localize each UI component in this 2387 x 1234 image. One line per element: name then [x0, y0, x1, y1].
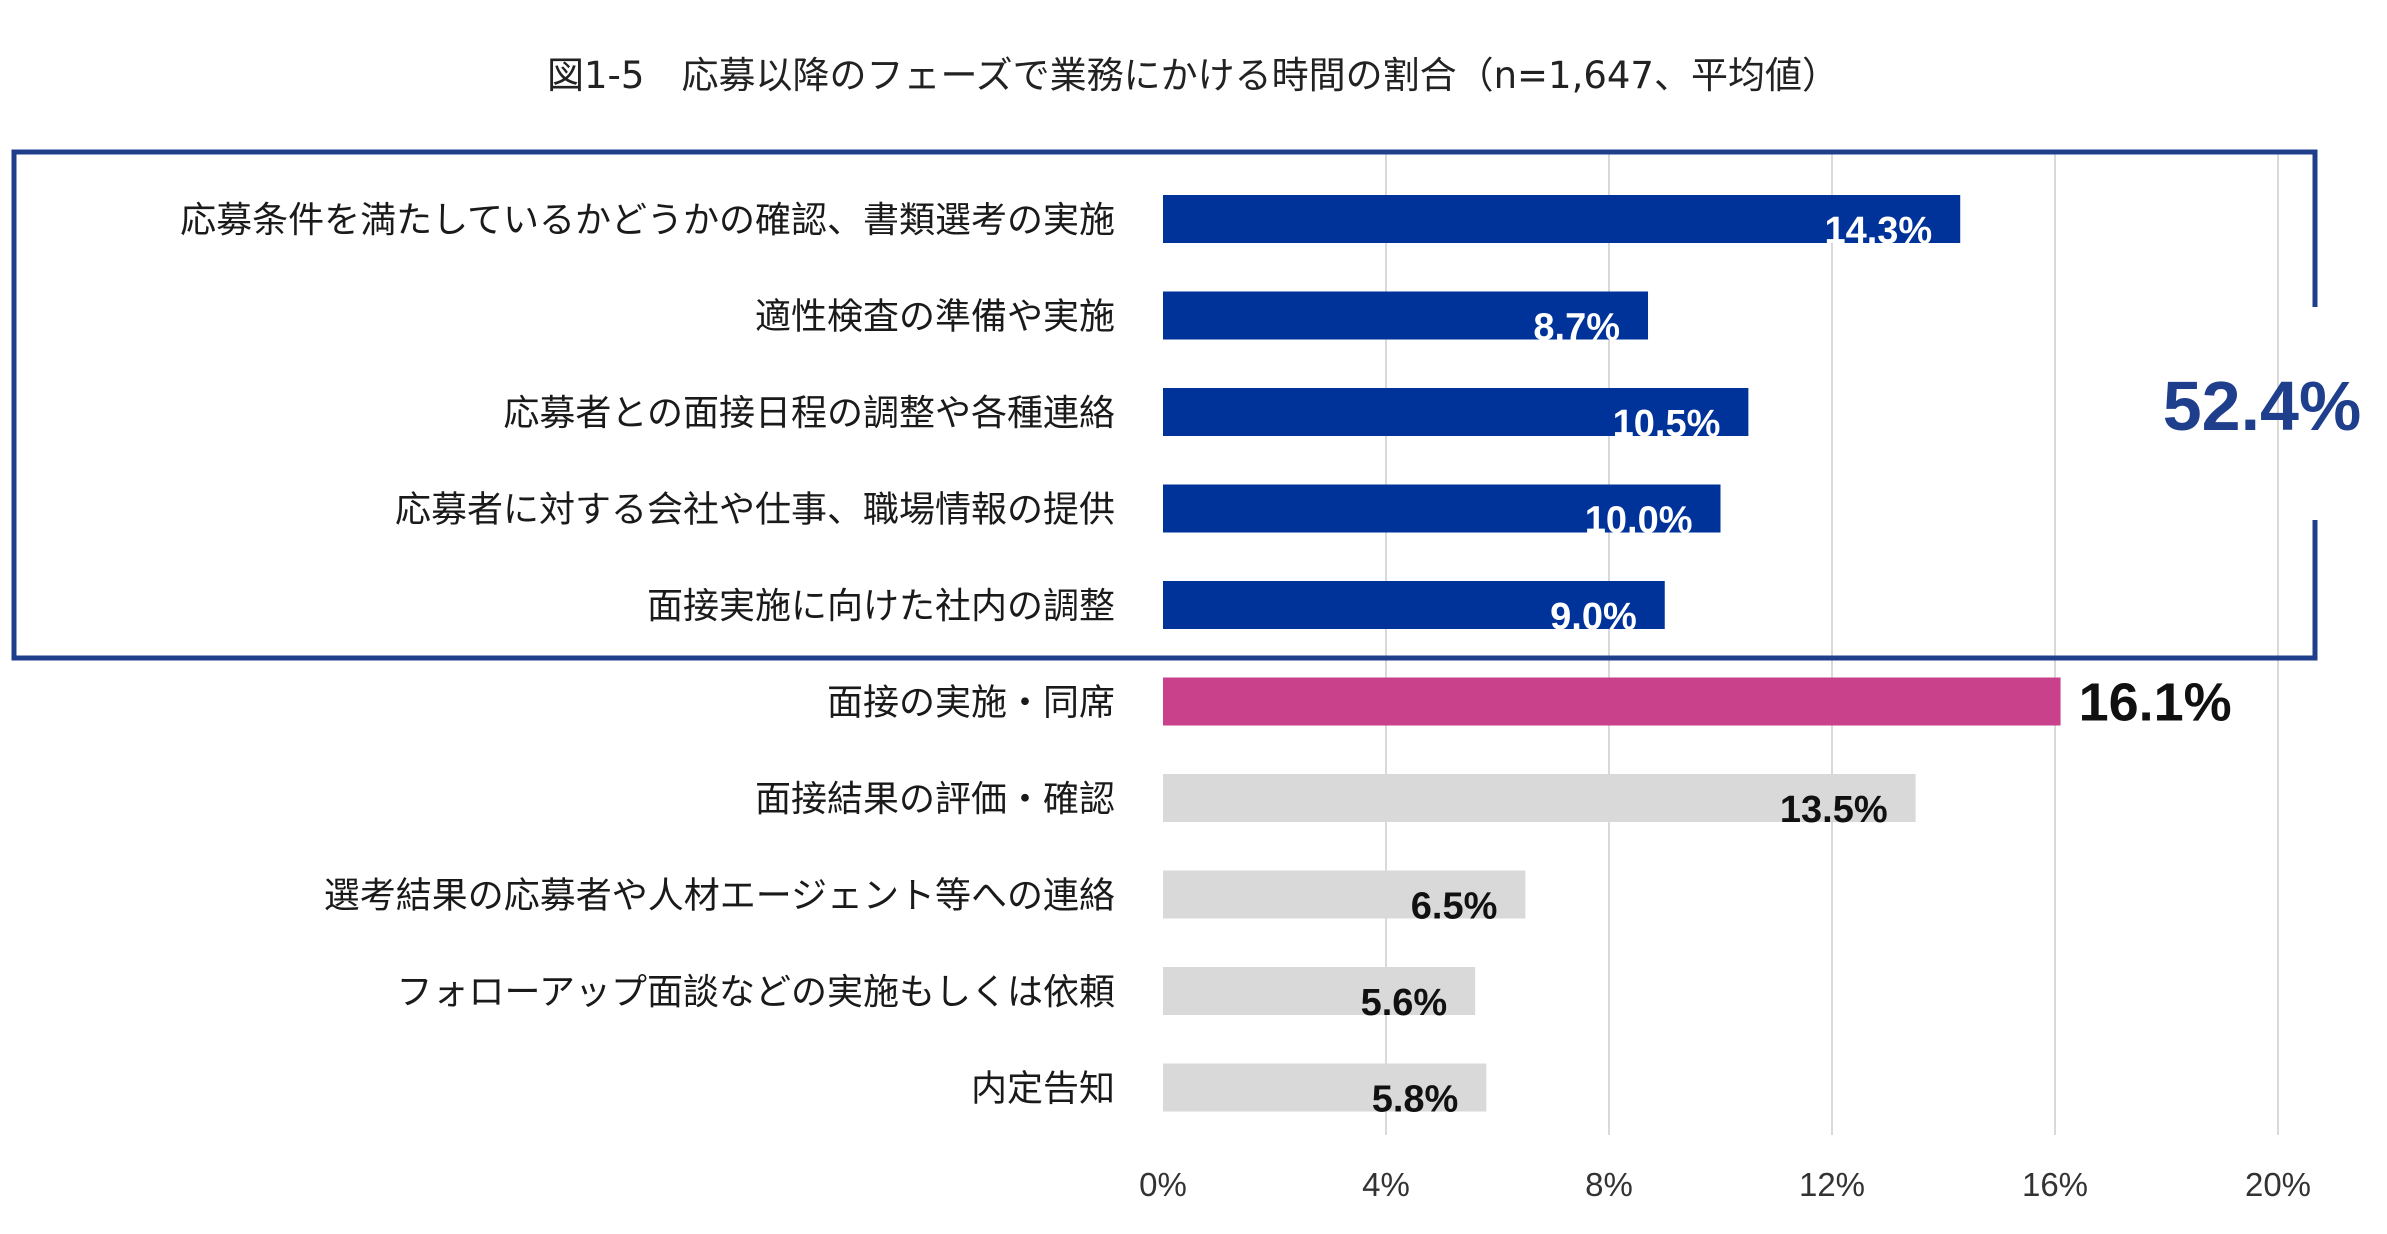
data-label: 10.0% [1585, 500, 1693, 542]
category-label: 内定告知 [971, 1069, 1115, 1110]
category-label: 応募者との面接日程の調整や各種連絡 [503, 393, 1115, 434]
category-label: 応募条件を満たしているかどうかの確認、書類選考の実施 [180, 200, 1115, 241]
category-labels: 応募条件を満たしているかどうかの確認、書類選考の実施適性検査の準備や実施応募者と… [180, 200, 1115, 1110]
bar-7 [1163, 774, 1916, 822]
bar-9 [1163, 967, 1476, 1015]
data-label: 16.1% [2079, 673, 2232, 733]
data-label: 6.5% [1411, 886, 1498, 928]
category-label: 面接の実施・同席 [827, 683, 1115, 724]
bar-2 [1163, 291, 1649, 340]
x-tick-label: 8% [1585, 1166, 1633, 1203]
data-label: 9.0% [1550, 596, 1637, 638]
data-label: 10.5% [1613, 403, 1721, 445]
category-label: 選考結果の応募者や人材エージェント等への連絡 [324, 876, 1115, 917]
bar-1 [1163, 195, 1961, 243]
data-label: 14.3% [1824, 210, 1932, 252]
x-axis-ticks: 0% 4% 8% 12% 16% 20% [1139, 1166, 2311, 1203]
x-tick-label: 20% [2245, 1166, 2311, 1203]
x-tick-label: 4% [1362, 1166, 1410, 1203]
bar-8 [1163, 870, 1526, 919]
group-bracket-outline [11, 149, 2318, 661]
category-label: 応募者に対する会社や仕事、職場情報の提供 [395, 490, 1115, 531]
data-label: 8.7% [1533, 307, 1620, 349]
bar-10 [1163, 1063, 1487, 1112]
data-label: 13.5% [1780, 789, 1888, 831]
x-tick-label: 12% [1799, 1166, 1865, 1203]
data-label: 5.8% [1372, 1079, 1459, 1121]
group-bracket: 52.4% [11, 149, 2361, 661]
chart-title: 図1-5 応募以降のフェーズで業務にかける時間の割合（n=1,647、平均値） [547, 54, 1839, 97]
bars: 14.3% 8.7% 10.5% 10.0% 9.0% 16.1% 13.5% 6.5% 5.6… [1163, 195, 2232, 1121]
x-tick-label: 16% [2022, 1166, 2088, 1203]
category-label: フォローアップ面談などの実施もしくは依頼 [396, 972, 1115, 1013]
bar-6 [1163, 677, 2061, 726]
bar-4 [1163, 484, 1721, 533]
x-tick-label: 0% [1139, 1166, 1187, 1203]
category-label: 面接実施に向けた社内の調整 [647, 586, 1115, 627]
bar-5 [1163, 581, 1665, 629]
bar-3 [1163, 388, 1749, 436]
category-label: 面接結果の評価・確認 [755, 779, 1115, 820]
data-label: 5.6% [1361, 982, 1448, 1024]
group-total-label: 52.4% [2163, 367, 2361, 445]
category-label: 適性検査の準備や実施 [755, 297, 1115, 338]
